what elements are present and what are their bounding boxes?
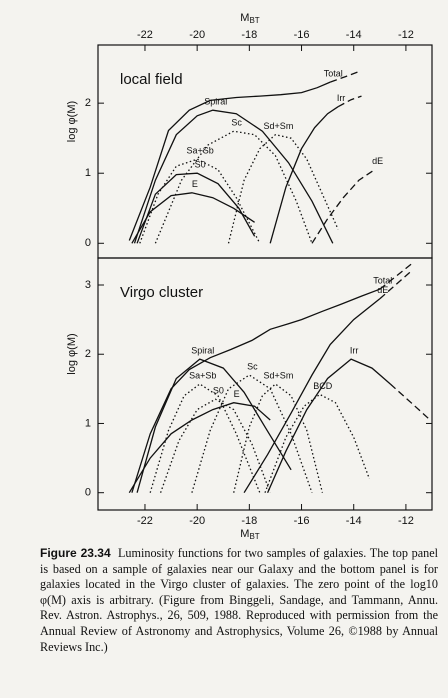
curve-label: Sc	[231, 118, 242, 128]
curve	[311, 169, 375, 244]
curve	[389, 383, 430, 420]
curve	[133, 109, 334, 244]
x-tick-label: -14	[346, 515, 362, 527]
curve-label: Irr	[350, 345, 359, 355]
curve-label: Irr	[337, 93, 346, 103]
x-tick-label: -20	[189, 29, 205, 41]
panel-label: local field	[120, 71, 183, 88]
x-axis-label: MBT	[240, 12, 260, 25]
curve	[227, 133, 339, 244]
curve-label: E	[234, 389, 240, 399]
curve-label: Spiral	[191, 345, 214, 355]
x-tick-label: -12	[398, 29, 414, 41]
curve	[243, 298, 381, 494]
x-tick-label: -22	[137, 515, 153, 527]
curve-label: dE	[372, 156, 383, 166]
curve	[128, 402, 271, 494]
curve	[139, 158, 261, 244]
y-tick-label: 1	[85, 167, 91, 179]
curve	[267, 358, 391, 493]
curve	[379, 270, 412, 300]
x-tick-label: -16	[294, 515, 310, 527]
x-tick-label: -18	[241, 515, 257, 527]
y-axis-label: log φ(M)	[66, 101, 78, 142]
curve-label: Sc	[247, 361, 258, 371]
curve	[159, 398, 271, 493]
curve	[233, 383, 324, 493]
curve-label: S0	[213, 386, 224, 396]
x-axis-label: MBT	[240, 528, 260, 540]
curve	[128, 81, 331, 241]
curve	[136, 172, 256, 244]
curve-label: Total	[324, 69, 343, 79]
curve	[191, 374, 313, 493]
y-axis-label: log φ(M)	[66, 333, 78, 374]
x-tick-label: -18	[241, 29, 257, 41]
caption-label: Figure 23.34	[40, 546, 111, 560]
curve-label: S0	[195, 160, 206, 170]
x-tick-label: -16	[294, 29, 310, 41]
x-tick-label: -22	[137, 29, 153, 41]
curve	[329, 70, 360, 83]
curve-label: dE	[377, 285, 388, 295]
plot-frame	[97, 257, 433, 511]
curve	[379, 263, 412, 290]
y-tick-label: 0	[85, 487, 91, 499]
panel-label: Virgo cluster	[120, 284, 203, 301]
curve	[149, 383, 261, 493]
caption-text: Luminosity functions for two samples of …	[40, 546, 438, 654]
curve-label: Spiral	[204, 97, 227, 107]
curve	[131, 288, 381, 493]
curve	[269, 106, 339, 244]
x-tick-label: -20	[189, 515, 205, 527]
curve-label: Sd+Sm	[264, 370, 294, 380]
caption: Figure 23.34 Luminosity functions for tw…	[40, 546, 438, 655]
curve-label: E	[192, 179, 198, 189]
curve	[337, 95, 362, 108]
curve-label: Total	[373, 276, 392, 286]
curve	[136, 358, 292, 493]
y-tick-label: 2	[85, 348, 91, 360]
figure: -22 -20 -18 -16 -14 -12 MBT 0 1 2 log φ(M) local fi…	[66, 12, 433, 540]
x-tick-label: -12	[398, 515, 414, 527]
y-tick-label: 0	[85, 237, 91, 249]
curve	[154, 130, 313, 244]
curve-label: Sa+Sb	[189, 370, 216, 380]
y-tick-label: 1	[85, 417, 91, 429]
curve	[131, 192, 255, 244]
curve-label: Sd+Sm	[264, 121, 294, 131]
curve-label: Sa+Sb	[187, 146, 214, 156]
curve	[264, 393, 371, 493]
x-tick-label: -14	[346, 29, 362, 41]
y-tick-label: 3	[85, 279, 91, 291]
y-tick-label: 2	[85, 97, 91, 109]
